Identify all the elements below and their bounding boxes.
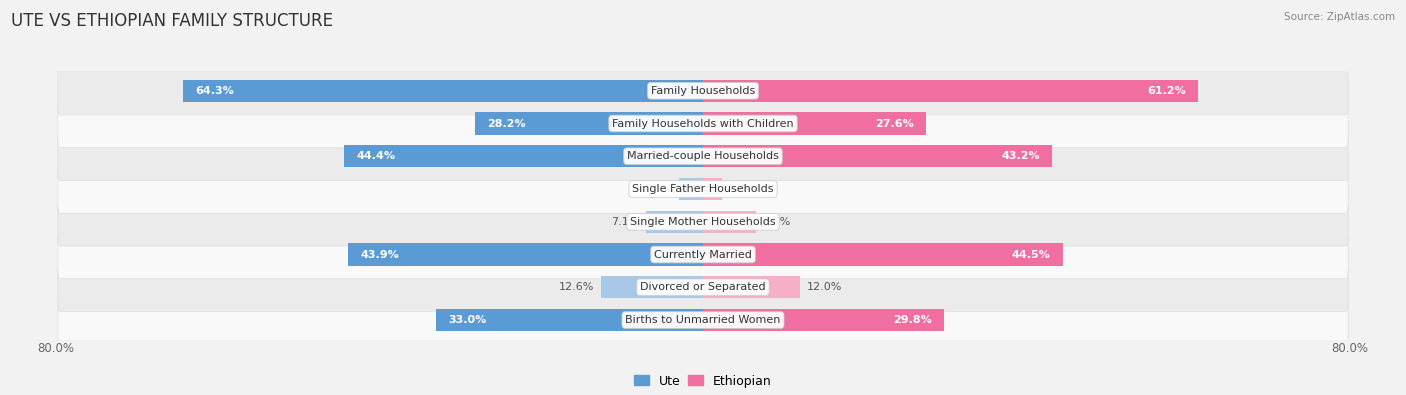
Bar — [344, 145, 703, 167]
Text: Divorced or Separated: Divorced or Separated — [640, 282, 766, 292]
Text: 6.5%: 6.5% — [762, 217, 790, 227]
Bar — [436, 309, 703, 331]
Text: 43.9%: 43.9% — [360, 250, 399, 260]
Text: 27.6%: 27.6% — [876, 118, 914, 128]
Bar — [349, 243, 703, 266]
Text: Currently Married: Currently Married — [654, 250, 752, 260]
Text: 64.3%: 64.3% — [195, 86, 233, 96]
FancyBboxPatch shape — [58, 296, 1348, 344]
Bar — [475, 112, 703, 135]
FancyBboxPatch shape — [58, 66, 1348, 115]
Bar — [703, 112, 927, 135]
Text: 28.2%: 28.2% — [486, 118, 526, 128]
Text: UTE VS ETHIOPIAN FAMILY STRUCTURE: UTE VS ETHIOPIAN FAMILY STRUCTURE — [11, 12, 333, 30]
Bar — [679, 178, 703, 200]
Text: 33.0%: 33.0% — [449, 315, 486, 325]
Bar — [703, 145, 1052, 167]
Bar — [645, 211, 703, 233]
Text: 61.2%: 61.2% — [1147, 86, 1185, 96]
Text: Births to Unmarried Women: Births to Unmarried Women — [626, 315, 780, 325]
Bar — [703, 178, 723, 200]
Text: Family Households: Family Households — [651, 86, 755, 96]
Bar — [703, 276, 800, 299]
Bar — [602, 276, 703, 299]
Text: 44.5%: 44.5% — [1012, 250, 1050, 260]
FancyBboxPatch shape — [58, 132, 1348, 181]
Text: 3.0%: 3.0% — [644, 184, 672, 194]
FancyBboxPatch shape — [58, 198, 1348, 246]
FancyBboxPatch shape — [58, 99, 1348, 148]
Text: 12.0%: 12.0% — [807, 282, 842, 292]
FancyBboxPatch shape — [58, 165, 1348, 213]
Legend: Ute, Ethiopian: Ute, Ethiopian — [628, 370, 778, 393]
Bar — [183, 80, 703, 102]
Text: Single Mother Households: Single Mother Households — [630, 217, 776, 227]
Text: 44.4%: 44.4% — [356, 151, 395, 161]
Text: 12.6%: 12.6% — [560, 282, 595, 292]
Text: 2.4%: 2.4% — [728, 184, 758, 194]
Bar — [703, 211, 755, 233]
Text: 29.8%: 29.8% — [893, 315, 932, 325]
Bar — [703, 80, 1198, 102]
Bar — [703, 309, 943, 331]
Text: Family Households with Children: Family Households with Children — [612, 118, 794, 128]
FancyBboxPatch shape — [58, 230, 1348, 279]
Text: 43.2%: 43.2% — [1001, 151, 1040, 161]
Text: Single Father Households: Single Father Households — [633, 184, 773, 194]
Text: Married-couple Households: Married-couple Households — [627, 151, 779, 161]
Bar — [703, 243, 1063, 266]
Text: Source: ZipAtlas.com: Source: ZipAtlas.com — [1284, 12, 1395, 22]
FancyBboxPatch shape — [58, 263, 1348, 312]
Text: 7.1%: 7.1% — [610, 217, 640, 227]
